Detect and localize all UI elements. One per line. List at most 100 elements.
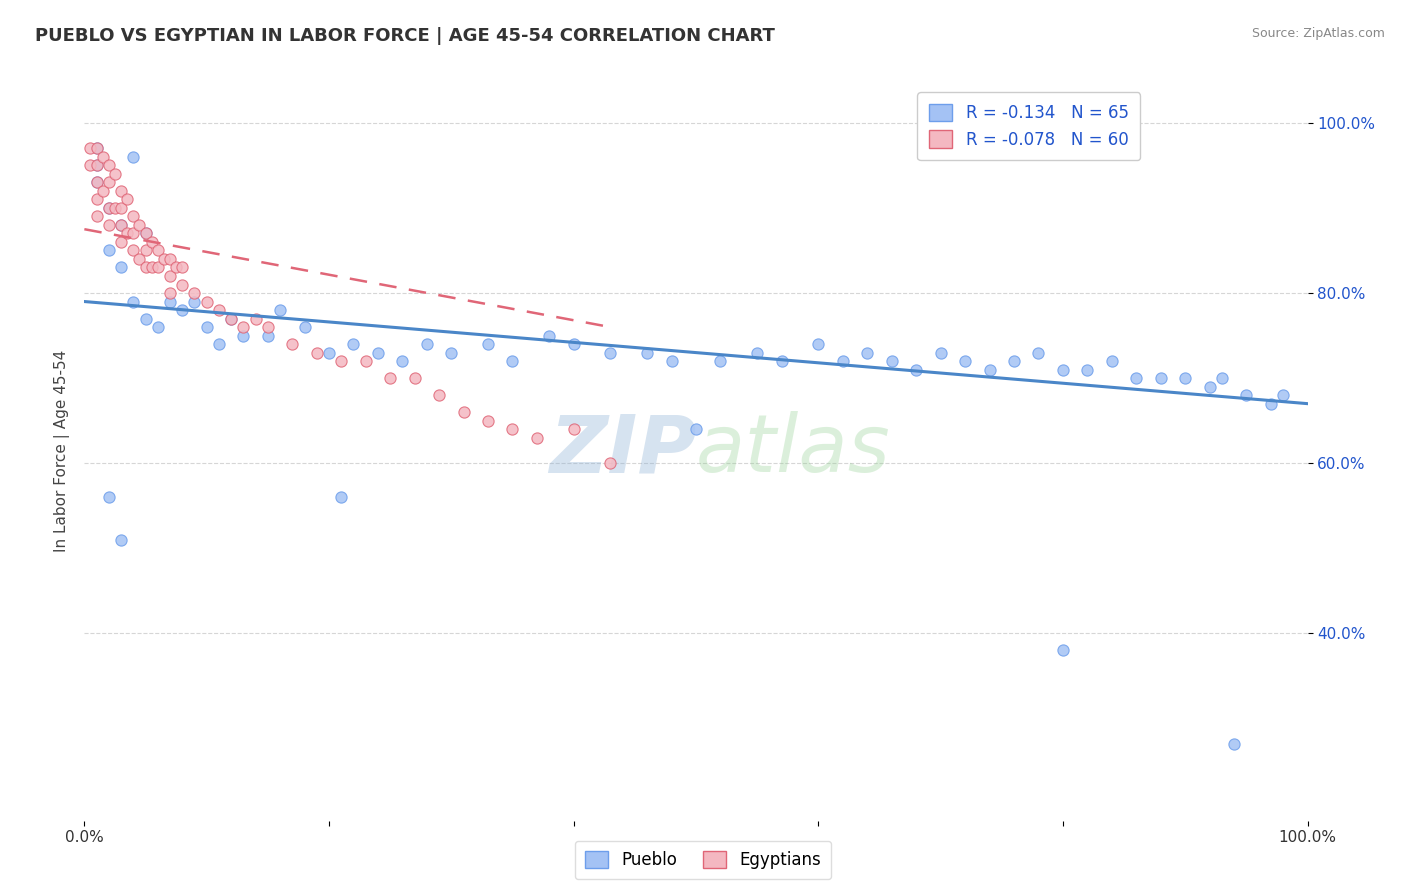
Point: [146, 244, 169, 258]
Point: [1272, 388, 1295, 402]
Point: [318, 345, 340, 359]
Point: [97, 218, 120, 232]
Point: [330, 354, 353, 368]
Point: [172, 303, 194, 318]
Point: [141, 235, 163, 249]
Point: [599, 345, 621, 359]
Point: [91, 184, 114, 198]
Point: [128, 218, 150, 232]
Point: [122, 294, 145, 309]
Point: [1028, 345, 1050, 359]
Point: [1198, 379, 1220, 393]
Point: [146, 320, 169, 334]
Point: [232, 328, 254, 343]
Point: [354, 354, 377, 368]
Point: [427, 388, 450, 402]
Point: [86, 141, 108, 155]
Point: [183, 286, 205, 301]
Point: [91, 150, 114, 164]
Point: [416, 337, 439, 351]
Point: [110, 218, 132, 232]
Point: [110, 260, 132, 275]
Point: [172, 260, 194, 275]
Point: [1076, 362, 1098, 376]
Point: [599, 456, 621, 470]
Point: [685, 422, 707, 436]
Point: [281, 337, 304, 351]
Point: [115, 227, 138, 241]
Point: [1052, 643, 1074, 657]
Point: [183, 294, 205, 309]
Point: [79, 158, 101, 172]
Point: [86, 175, 108, 189]
Point: [367, 345, 389, 359]
Point: [245, 311, 267, 326]
Point: [110, 201, 132, 215]
Point: [146, 260, 169, 275]
Point: [477, 337, 499, 351]
Point: [115, 193, 138, 207]
Point: [104, 201, 127, 215]
Point: [709, 354, 731, 368]
Point: [905, 362, 928, 376]
Point: [159, 268, 181, 283]
Text: PUEBLO VS EGYPTIAN IN LABOR FORCE | AGE 45-54 CORRELATION CHART: PUEBLO VS EGYPTIAN IN LABOR FORCE | AGE …: [35, 27, 775, 45]
Point: [1236, 388, 1258, 402]
Point: [538, 328, 561, 343]
Point: [172, 277, 194, 292]
Point: [122, 210, 145, 224]
Point: [979, 362, 1001, 376]
Point: [807, 337, 830, 351]
Point: [1101, 354, 1123, 368]
Point: [141, 260, 163, 275]
Point: [128, 252, 150, 266]
Point: [404, 371, 426, 385]
Point: [97, 201, 120, 215]
Point: [86, 210, 108, 224]
Point: [453, 405, 475, 419]
Text: Source: ZipAtlas.com: Source: ZipAtlas.com: [1251, 27, 1385, 40]
Point: [86, 175, 108, 189]
Point: [86, 158, 108, 172]
Point: [269, 303, 291, 318]
Point: [208, 303, 231, 318]
Legend: R = -0.134   N = 65, R = -0.078   N = 60: R = -0.134 N = 65, R = -0.078 N = 60: [917, 92, 1140, 161]
Point: [305, 345, 328, 359]
Point: [929, 345, 952, 359]
Point: [502, 422, 524, 436]
Point: [953, 354, 976, 368]
Point: [562, 422, 585, 436]
Point: [97, 158, 120, 172]
Point: [856, 345, 879, 359]
Point: [97, 201, 120, 215]
Point: [1211, 371, 1233, 385]
Point: [195, 320, 218, 334]
Point: [391, 354, 413, 368]
Point: [110, 533, 132, 547]
Point: [208, 337, 231, 351]
Point: [110, 218, 132, 232]
Point: [232, 320, 254, 334]
Point: [165, 260, 187, 275]
Point: [831, 354, 853, 368]
Point: [440, 345, 463, 359]
Point: [661, 354, 683, 368]
Point: [97, 490, 120, 504]
Point: [294, 320, 316, 334]
Point: [1052, 362, 1074, 376]
Point: [330, 490, 353, 504]
Point: [135, 244, 157, 258]
Point: [219, 311, 242, 326]
Point: [97, 244, 120, 258]
Point: [86, 158, 108, 172]
Point: [1125, 371, 1147, 385]
Point: [86, 141, 108, 155]
Point: [219, 311, 242, 326]
Point: [159, 294, 181, 309]
Point: [97, 175, 120, 189]
Point: [380, 371, 402, 385]
Point: [122, 150, 145, 164]
Point: [770, 354, 793, 368]
Point: [880, 354, 903, 368]
Point: [747, 345, 769, 359]
